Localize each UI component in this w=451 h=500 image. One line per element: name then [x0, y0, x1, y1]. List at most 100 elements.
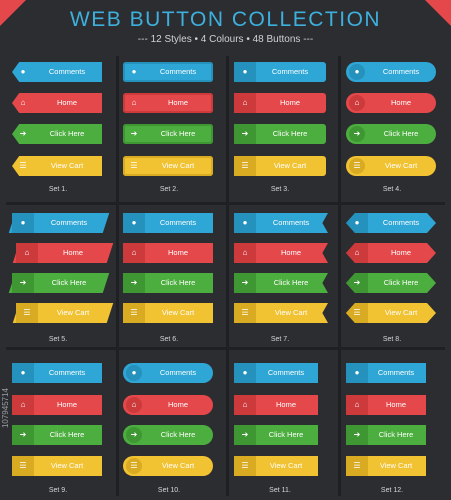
button-label: View Cart [56, 308, 90, 317]
cart-icon: ☰ [19, 161, 27, 170]
set-6-comments-button[interactable]: ● Comments [123, 213, 213, 233]
set-10-comments-button[interactable]: ● Comments [123, 363, 213, 383]
set-6-view-cart-button[interactable]: ☰ View Cart [123, 303, 213, 323]
button-label: Home [56, 400, 77, 409]
set-9-home-button[interactable]: ⌂ Home [12, 395, 102, 415]
set-8-view-cart-button[interactable]: ☰ View Cart [346, 303, 436, 323]
speech-bubble-icon: ● [123, 213, 145, 233]
set-6-click-here-button[interactable]: ➔ Click Here [123, 273, 213, 293]
button-label: Home [279, 98, 300, 107]
set-10-home-button[interactable]: ⌂ Home [123, 395, 213, 415]
set-11-comments-button[interactable]: ● Comments [234, 363, 318, 383]
set-label: Set 12. [380, 487, 404, 494]
button-label: Click Here [160, 278, 196, 287]
set-9-view-cart-button[interactable]: ☰ View Cart [12, 456, 102, 476]
button-label: Comments [271, 67, 309, 76]
set-1-click-here-button[interactable]: ➔ Click Here [12, 124, 102, 144]
set-3-click-here-button[interactable]: ➔ Click Here [234, 124, 326, 144]
home-icon: ⌂ [131, 98, 137, 107]
speech-bubble-icon: ● [346, 363, 368, 383]
set-12-home-button[interactable]: ⌂ Home [346, 395, 426, 415]
set-9-click-here-button[interactable]: ➔ Click Here [12, 425, 102, 445]
set-11-click-here-button[interactable]: ➔ Click Here [234, 425, 318, 445]
set-11-view-cart-button[interactable]: ☰ View Cart [234, 456, 318, 476]
set-5-home-button[interactable]: ⌂ Home [12, 243, 114, 263]
arrow-right-icon: ➔ [12, 273, 34, 293]
button-label: View Cart [379, 461, 413, 470]
cart-icon: ☰ [346, 303, 368, 323]
set-2-comments-button[interactable]: ● Comments [123, 62, 213, 82]
arrow-right-icon: ➔ [130, 129, 138, 138]
set-label: Set 8. [382, 336, 402, 343]
set-7-view-cart-button[interactable]: ☰ View Cart [234, 303, 328, 323]
set-4-click-here-button[interactable]: ➔ Click Here [346, 124, 436, 144]
home-icon: ⌂ [349, 95, 365, 111]
set-4-comments-button[interactable]: ● Comments [346, 62, 436, 82]
button-label: View Cart [269, 461, 303, 470]
set-2-view-cart-button[interactable]: ☰ View Cart [123, 156, 213, 176]
set-12-click-here-button[interactable]: ➔ Click Here [346, 425, 426, 445]
button-label: Click Here [49, 430, 85, 439]
set-6-home-button[interactable]: ⌂ Home [123, 243, 213, 263]
set-1-comments-button[interactable]: ● Comments [12, 62, 102, 82]
set-2-home-button[interactable]: ⌂ Home [123, 93, 213, 113]
button-label: Click Here [383, 278, 419, 287]
set-label: Set 11. [269, 487, 291, 494]
cart-icon: ☰ [130, 161, 138, 170]
cart-icon: ☰ [123, 303, 145, 323]
set-5-comments-button[interactable]: ● Comments [8, 213, 110, 233]
set-9-comments-button[interactable]: ● Comments [12, 363, 102, 383]
button-label: View Cart [161, 308, 195, 317]
column-divider [226, 56, 229, 496]
set-2-click-here-button[interactable]: ➔ Click Here [123, 124, 213, 144]
cart-icon: ☰ [234, 456, 256, 476]
set-7-home-button[interactable]: ⌂ Home [234, 243, 328, 263]
set-12-view-cart-button[interactable]: ☰ View Cart [346, 456, 426, 476]
set-8-click-here-button[interactable]: ➔ Click Here [346, 273, 436, 293]
arrow-right-icon: ➔ [346, 425, 368, 445]
home-icon: ⌂ [123, 243, 145, 263]
arrow-right-icon: ➔ [123, 273, 145, 293]
set-5-click-here-button[interactable]: ➔ Click Here [8, 273, 110, 293]
button-label: Home [280, 248, 301, 257]
set-5-view-cart-button[interactable]: ☰ View Cart [12, 303, 114, 323]
set-3-home-button[interactable]: ⌂ Home [234, 93, 326, 113]
button-label: Click Here [51, 278, 87, 287]
speech-bubble-icon: ● [12, 363, 34, 383]
set-11-home-button[interactable]: ⌂ Home [234, 395, 318, 415]
home-icon: ⌂ [234, 243, 256, 263]
speech-bubble-icon: ● [131, 67, 137, 76]
set-10-click-here-button[interactable]: ➔ Click Here [123, 425, 213, 445]
set-3-comments-button[interactable]: ● Comments [234, 62, 326, 82]
set-4-view-cart-button[interactable]: ☰ View Cart [346, 156, 436, 176]
button-label: Comments [48, 67, 86, 76]
cart-icon: ☰ [349, 158, 365, 174]
set-3-view-cart-button[interactable]: ☰ View Cart [234, 156, 326, 176]
speech-bubble-icon: ● [349, 64, 365, 80]
set-8-home-button[interactable]: ⌂ Home [346, 243, 436, 263]
set-1-home-button[interactable]: ⌂ Home [12, 93, 102, 113]
button-label: Home [275, 400, 296, 409]
home-icon: ⌂ [20, 98, 26, 107]
set-7-click-here-button[interactable]: ➔ Click Here [234, 273, 328, 293]
corner-ribbon-left [0, 0, 26, 26]
button-label: Home [62, 248, 83, 257]
speech-bubble-icon: ● [234, 62, 256, 82]
set-10-view-cart-button[interactable]: ☰ View Cart [123, 456, 213, 476]
button-label: View Cart [161, 461, 195, 470]
home-icon: ⌂ [16, 243, 38, 263]
set-1-view-cart-button[interactable]: ☰ View Cart [12, 156, 102, 176]
home-icon: ⌂ [234, 93, 256, 113]
arrow-right-icon: ➔ [234, 124, 256, 144]
set-4-home-button[interactable]: ⌂ Home [346, 93, 436, 113]
cart-icon: ☰ [234, 156, 256, 176]
set-8-comments-button[interactable]: ● Comments [346, 213, 436, 233]
row-divider [6, 347, 445, 350]
home-icon: ⌂ [234, 395, 256, 415]
set-7-comments-button[interactable]: ● Comments [234, 213, 328, 233]
speech-bubble-icon: ● [346, 213, 368, 233]
speech-bubble-icon: ● [20, 67, 26, 76]
button-label: Click Here [160, 430, 196, 439]
set-12-comments-button[interactable]: ● Comments [346, 363, 426, 383]
button-label: Click Here [268, 430, 304, 439]
